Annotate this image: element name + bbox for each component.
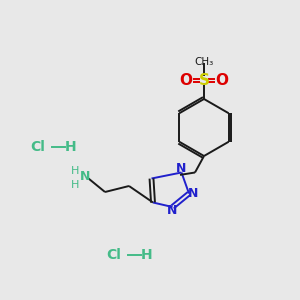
Text: H: H xyxy=(71,179,79,190)
Text: Cl: Cl xyxy=(30,140,45,154)
Text: H: H xyxy=(141,248,153,262)
Text: N: N xyxy=(176,162,187,176)
Text: N: N xyxy=(167,204,178,217)
Text: N: N xyxy=(188,187,198,200)
Text: Cl: Cl xyxy=(106,248,122,262)
Text: CH₃: CH₃ xyxy=(194,57,214,67)
Text: H: H xyxy=(71,166,79,176)
Text: N: N xyxy=(80,170,91,184)
Text: O: O xyxy=(179,73,193,88)
Text: H: H xyxy=(65,140,76,154)
Text: S: S xyxy=(199,73,209,88)
Text: O: O xyxy=(215,73,229,88)
